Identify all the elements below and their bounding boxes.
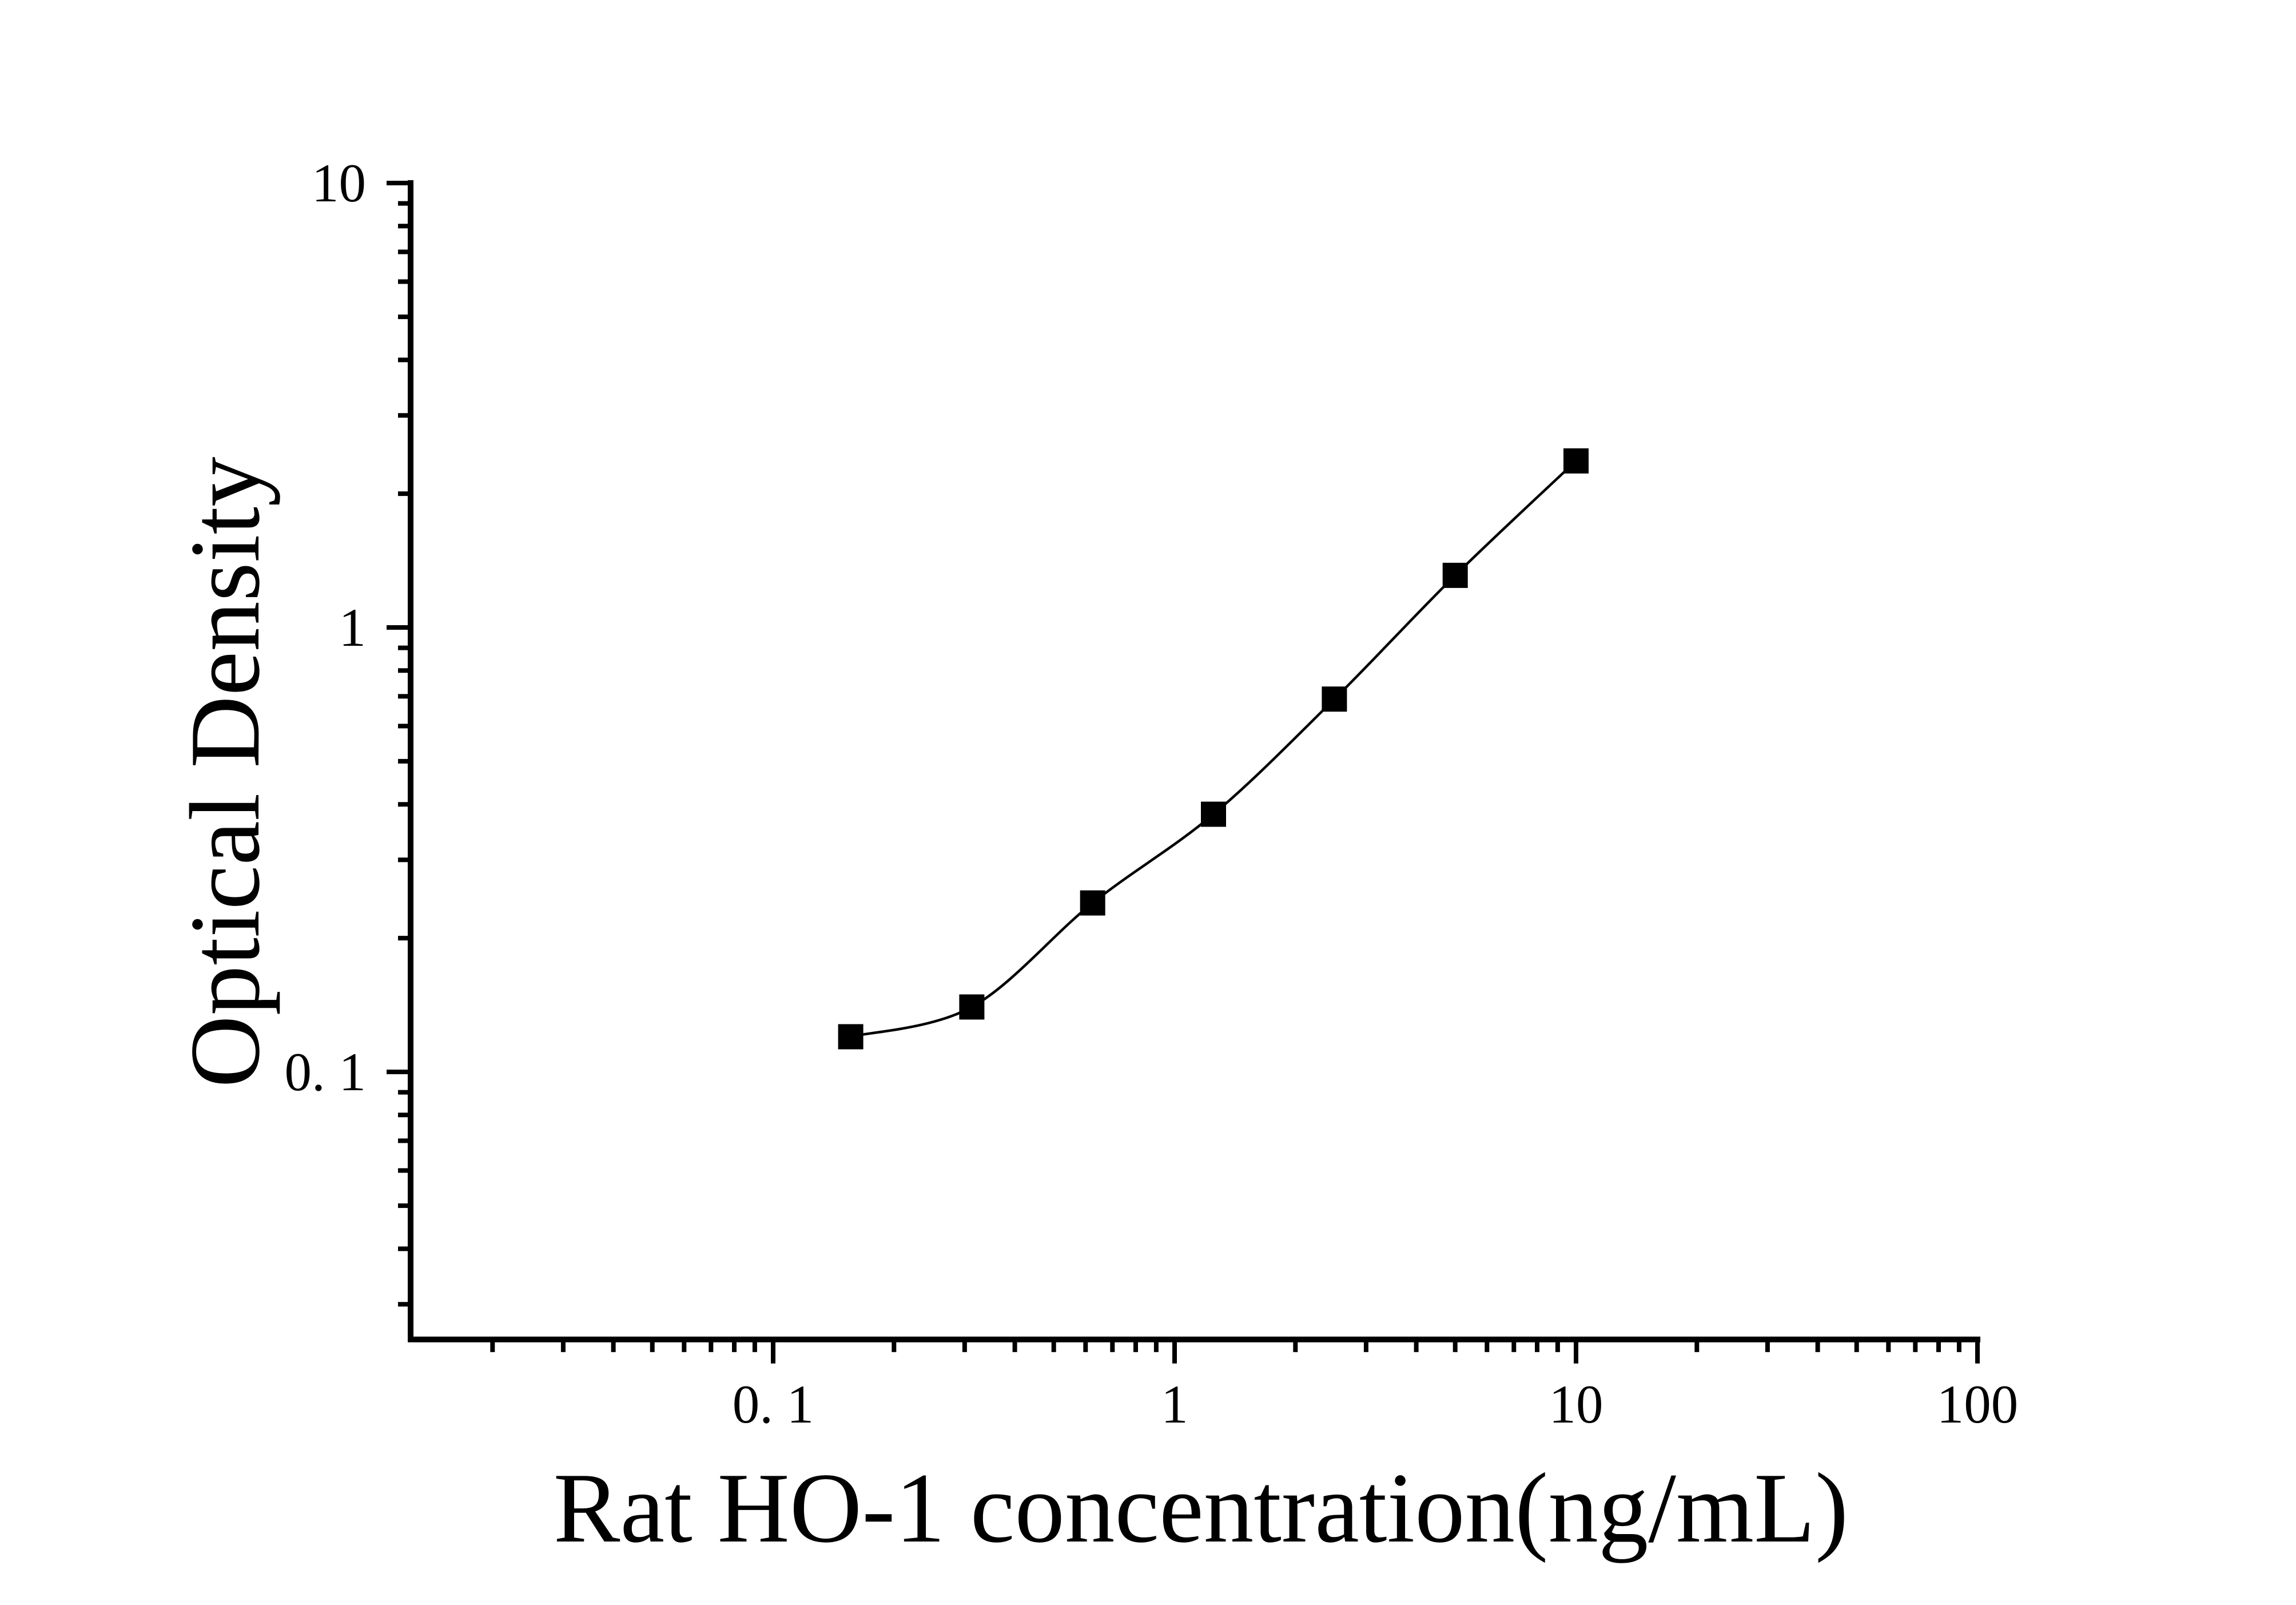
y-axis-title: Optical Density [169, 456, 280, 1087]
y-tick-label: 1 [339, 597, 367, 658]
data-point-marker [1442, 562, 1468, 588]
axis-spines [408, 180, 1980, 1342]
curve-layer [850, 460, 1577, 1038]
data-point-marker [1201, 801, 1226, 827]
data-point-marker [1563, 448, 1589, 474]
y-tick-label: 10 [312, 153, 366, 213]
data-point-marker [1322, 686, 1347, 712]
axes-layer [408, 180, 1980, 1342]
x-tick-label: 0. 1 [733, 1374, 814, 1435]
marker-layer [838, 448, 1589, 1050]
data-point-marker [959, 994, 985, 1020]
data-point-marker [1080, 890, 1105, 916]
fit-curve [850, 460, 1577, 1038]
x-axis-title: Rat HO-1 concentration(ng/mL) [554, 1452, 1849, 1563]
tick-layer [387, 181, 1980, 1364]
tick-label-layer: 0. 1 1 10 100 0. 1 1 10 [285, 153, 2019, 1435]
x-tick-label: 1 [1161, 1374, 1188, 1435]
x-tick-label: 100 [1937, 1374, 2019, 1435]
data-point-marker [838, 1024, 864, 1050]
x-tick-label: 10 [1549, 1374, 1603, 1435]
y-tick-label: 0. 1 [285, 1042, 367, 1102]
